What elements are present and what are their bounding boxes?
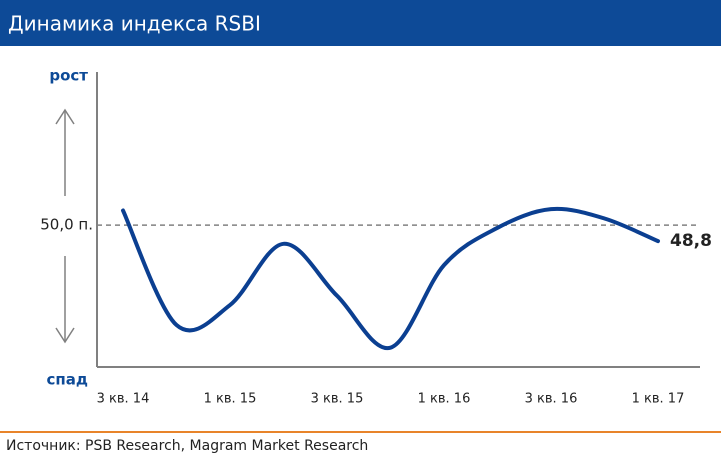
y-tick-label: 50,0 п. <box>40 216 93 234</box>
x-tick-label: 1 кв. 15 <box>204 392 257 407</box>
source: Источник: PSB Research, Magram Market Re… <box>6 438 368 454</box>
x-tick-label: 3 кв. 15 <box>311 392 364 407</box>
axis-bottom-label: спад <box>47 371 89 389</box>
x-tick-label: 3 кв. 16 <box>525 392 578 407</box>
arrows <box>55 108 75 344</box>
title-bar <box>0 0 721 46</box>
data-label: 48,8 <box>670 231 712 251</box>
line <box>121 206 660 350</box>
x-tick-label: 1 кв. 17 <box>632 392 685 407</box>
x-tick-label: 1 кв. 16 <box>418 392 471 407</box>
x-tick-label: 3 кв. 14 <box>97 392 150 407</box>
chart-title: Динамика индекса RSBI <box>8 12 261 36</box>
axis-top-label: рост <box>49 67 88 85</box>
